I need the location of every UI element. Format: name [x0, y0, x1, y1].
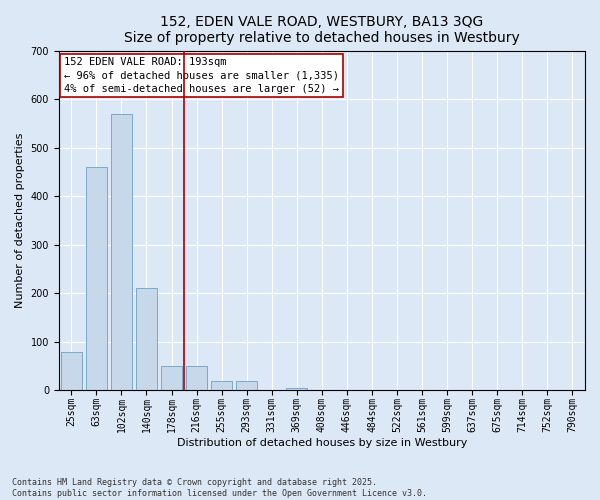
- Text: Contains HM Land Registry data © Crown copyright and database right 2025.
Contai: Contains HM Land Registry data © Crown c…: [12, 478, 427, 498]
- Bar: [86, 167, 107, 390]
- X-axis label: Distribution of detached houses by size in Westbury: Distribution of detached houses by size …: [177, 438, 467, 448]
- Bar: [236, 380, 257, 390]
- Title: 152, EDEN VALE ROAD, WESTBURY, BA13 3QG
Size of property relative to detached ho: 152, EDEN VALE ROAD, WESTBURY, BA13 3QG …: [124, 15, 520, 45]
- Bar: [186, 366, 207, 390]
- Text: 152 EDEN VALE ROAD: 193sqm
← 96% of detached houses are smaller (1,335)
4% of se: 152 EDEN VALE ROAD: 193sqm ← 96% of deta…: [64, 58, 339, 94]
- Bar: [136, 288, 157, 390]
- Bar: [286, 388, 307, 390]
- Bar: [211, 380, 232, 390]
- Bar: [161, 366, 182, 390]
- Bar: [61, 352, 82, 391]
- Bar: [111, 114, 132, 390]
- Y-axis label: Number of detached properties: Number of detached properties: [15, 133, 25, 308]
